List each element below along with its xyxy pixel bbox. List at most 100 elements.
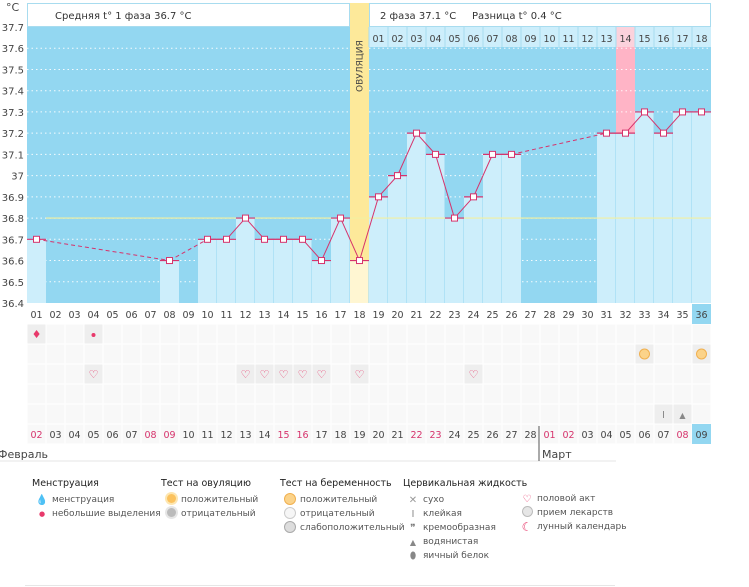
marker-cell [236, 384, 255, 404]
marker-cell [141, 364, 160, 384]
pregnancy-test-positive-icon [280, 492, 300, 508]
marker-cell [350, 404, 369, 424]
cycle-day-label: 25 [486, 310, 498, 321]
marker-cell [673, 364, 692, 384]
date-cell [559, 424, 578, 444]
temperature-bar [274, 239, 293, 303]
marker-cell-filled [312, 364, 331, 384]
marker-cell [407, 324, 426, 344]
phase1-average: Средняя t° 1 фаза 36.7 °C [55, 11, 192, 22]
date-label: 08 [676, 430, 688, 441]
date-cell [540, 424, 559, 444]
marker-cell [540, 384, 559, 404]
cycle-day-label: 05 [106, 310, 118, 321]
marker-cell [27, 344, 46, 364]
legend-other: ♡ половой акт прием лекарств ☾ лунный кале… [517, 492, 627, 534]
marker-cell [502, 344, 521, 364]
marker-cell [388, 324, 407, 344]
marker-cell [103, 404, 122, 424]
temperature-line [473, 154, 493, 198]
pregnancy-test-positive-icon [696, 348, 707, 360]
marker-cell [445, 384, 464, 404]
marker-cell [597, 364, 616, 384]
marker-cell [217, 364, 236, 384]
temperature-line [340, 217, 360, 261]
dpo-label: 15 [638, 34, 650, 45]
legend-title: Тест на беременность [280, 478, 392, 489]
marker-cell [255, 384, 274, 404]
marker-cell [502, 324, 521, 344]
marker-cell [350, 324, 369, 344]
pill-icon [517, 506, 537, 520]
marker-cell [141, 324, 160, 344]
marker-cell [84, 404, 103, 424]
temperature-bar [27, 239, 46, 303]
marker-cell [274, 344, 293, 364]
temperature-bar [293, 239, 312, 303]
date-label: 09 [695, 430, 707, 441]
pregnancy-test-weak-icon [280, 520, 300, 536]
temperature-bar [312, 260, 331, 303]
cycle-day-label: 04 [87, 310, 99, 321]
marker-cell [179, 344, 198, 364]
temperature-line [302, 238, 322, 261]
date-cell [350, 424, 369, 444]
cycle-day-label: 21 [410, 310, 422, 321]
spotting-icon: ● [38, 510, 46, 518]
ovulation-label: ОВУЛЯЦИЯ [356, 40, 366, 92]
marker-cell [179, 364, 198, 384]
temperature-point [622, 129, 629, 137]
legend-item: слабоположительный [280, 520, 405, 536]
cycle-day-label: 32 [619, 310, 631, 321]
dpo-highlight [616, 27, 635, 47]
cycle-day-label: 19 [372, 310, 384, 321]
marker-cell [255, 344, 274, 364]
marker-cell [198, 324, 217, 344]
divider [25, 585, 615, 586]
date-cell [521, 424, 540, 444]
heart-icon: ♡ [355, 368, 365, 381]
cycle-day-label: 34 [657, 310, 669, 321]
temperature-bar [483, 154, 502, 303]
dpo-label: 10 [543, 34, 555, 45]
temperature-line [397, 132, 417, 176]
cycle-day-label: 16 [315, 310, 327, 321]
marker-cell [521, 364, 540, 384]
marker-cell [540, 344, 559, 364]
marker-cell [388, 364, 407, 384]
marker-cell [445, 364, 464, 384]
date-label: 17 [315, 430, 327, 441]
legend-menstruation: Менструация 💧 менструация ● небольшие выде… [32, 478, 161, 521]
marker-cell [293, 384, 312, 404]
temperature-point [33, 235, 40, 243]
watery-icon: ▲ [409, 537, 417, 547]
dry-icon: ✕ [408, 494, 418, 506]
date-cell [179, 424, 198, 444]
temperature-difference: Разница t° 0.4 °C [472, 11, 562, 22]
temperature-bar [236, 218, 255, 303]
cycle-day-label: 06 [125, 310, 137, 321]
marker-cell [597, 404, 616, 424]
legend-item: 💧 менструация [32, 493, 161, 507]
temperature-point [337, 214, 344, 222]
date-label: 26 [486, 430, 498, 441]
date-cell [312, 424, 331, 444]
marker-cell [179, 324, 198, 344]
marker-cell [122, 344, 141, 364]
marker-cell [179, 404, 198, 424]
cycle-day-label: 24 [467, 310, 479, 321]
cycle-day-label: 01 [30, 310, 42, 321]
cycle-day-label: 12 [239, 310, 251, 321]
dpo-label: 02 [391, 34, 403, 45]
date-cell [293, 424, 312, 444]
cycle-day-label: 09 [182, 310, 194, 321]
temperature-point [641, 108, 648, 116]
marker-cell [312, 404, 331, 424]
marker-cell [483, 344, 502, 364]
temperature-line [245, 217, 265, 240]
cycle-day-label: 02 [49, 310, 61, 321]
marker-cell [407, 364, 426, 384]
marker-cell [559, 344, 578, 364]
temperature-line [321, 217, 341, 261]
